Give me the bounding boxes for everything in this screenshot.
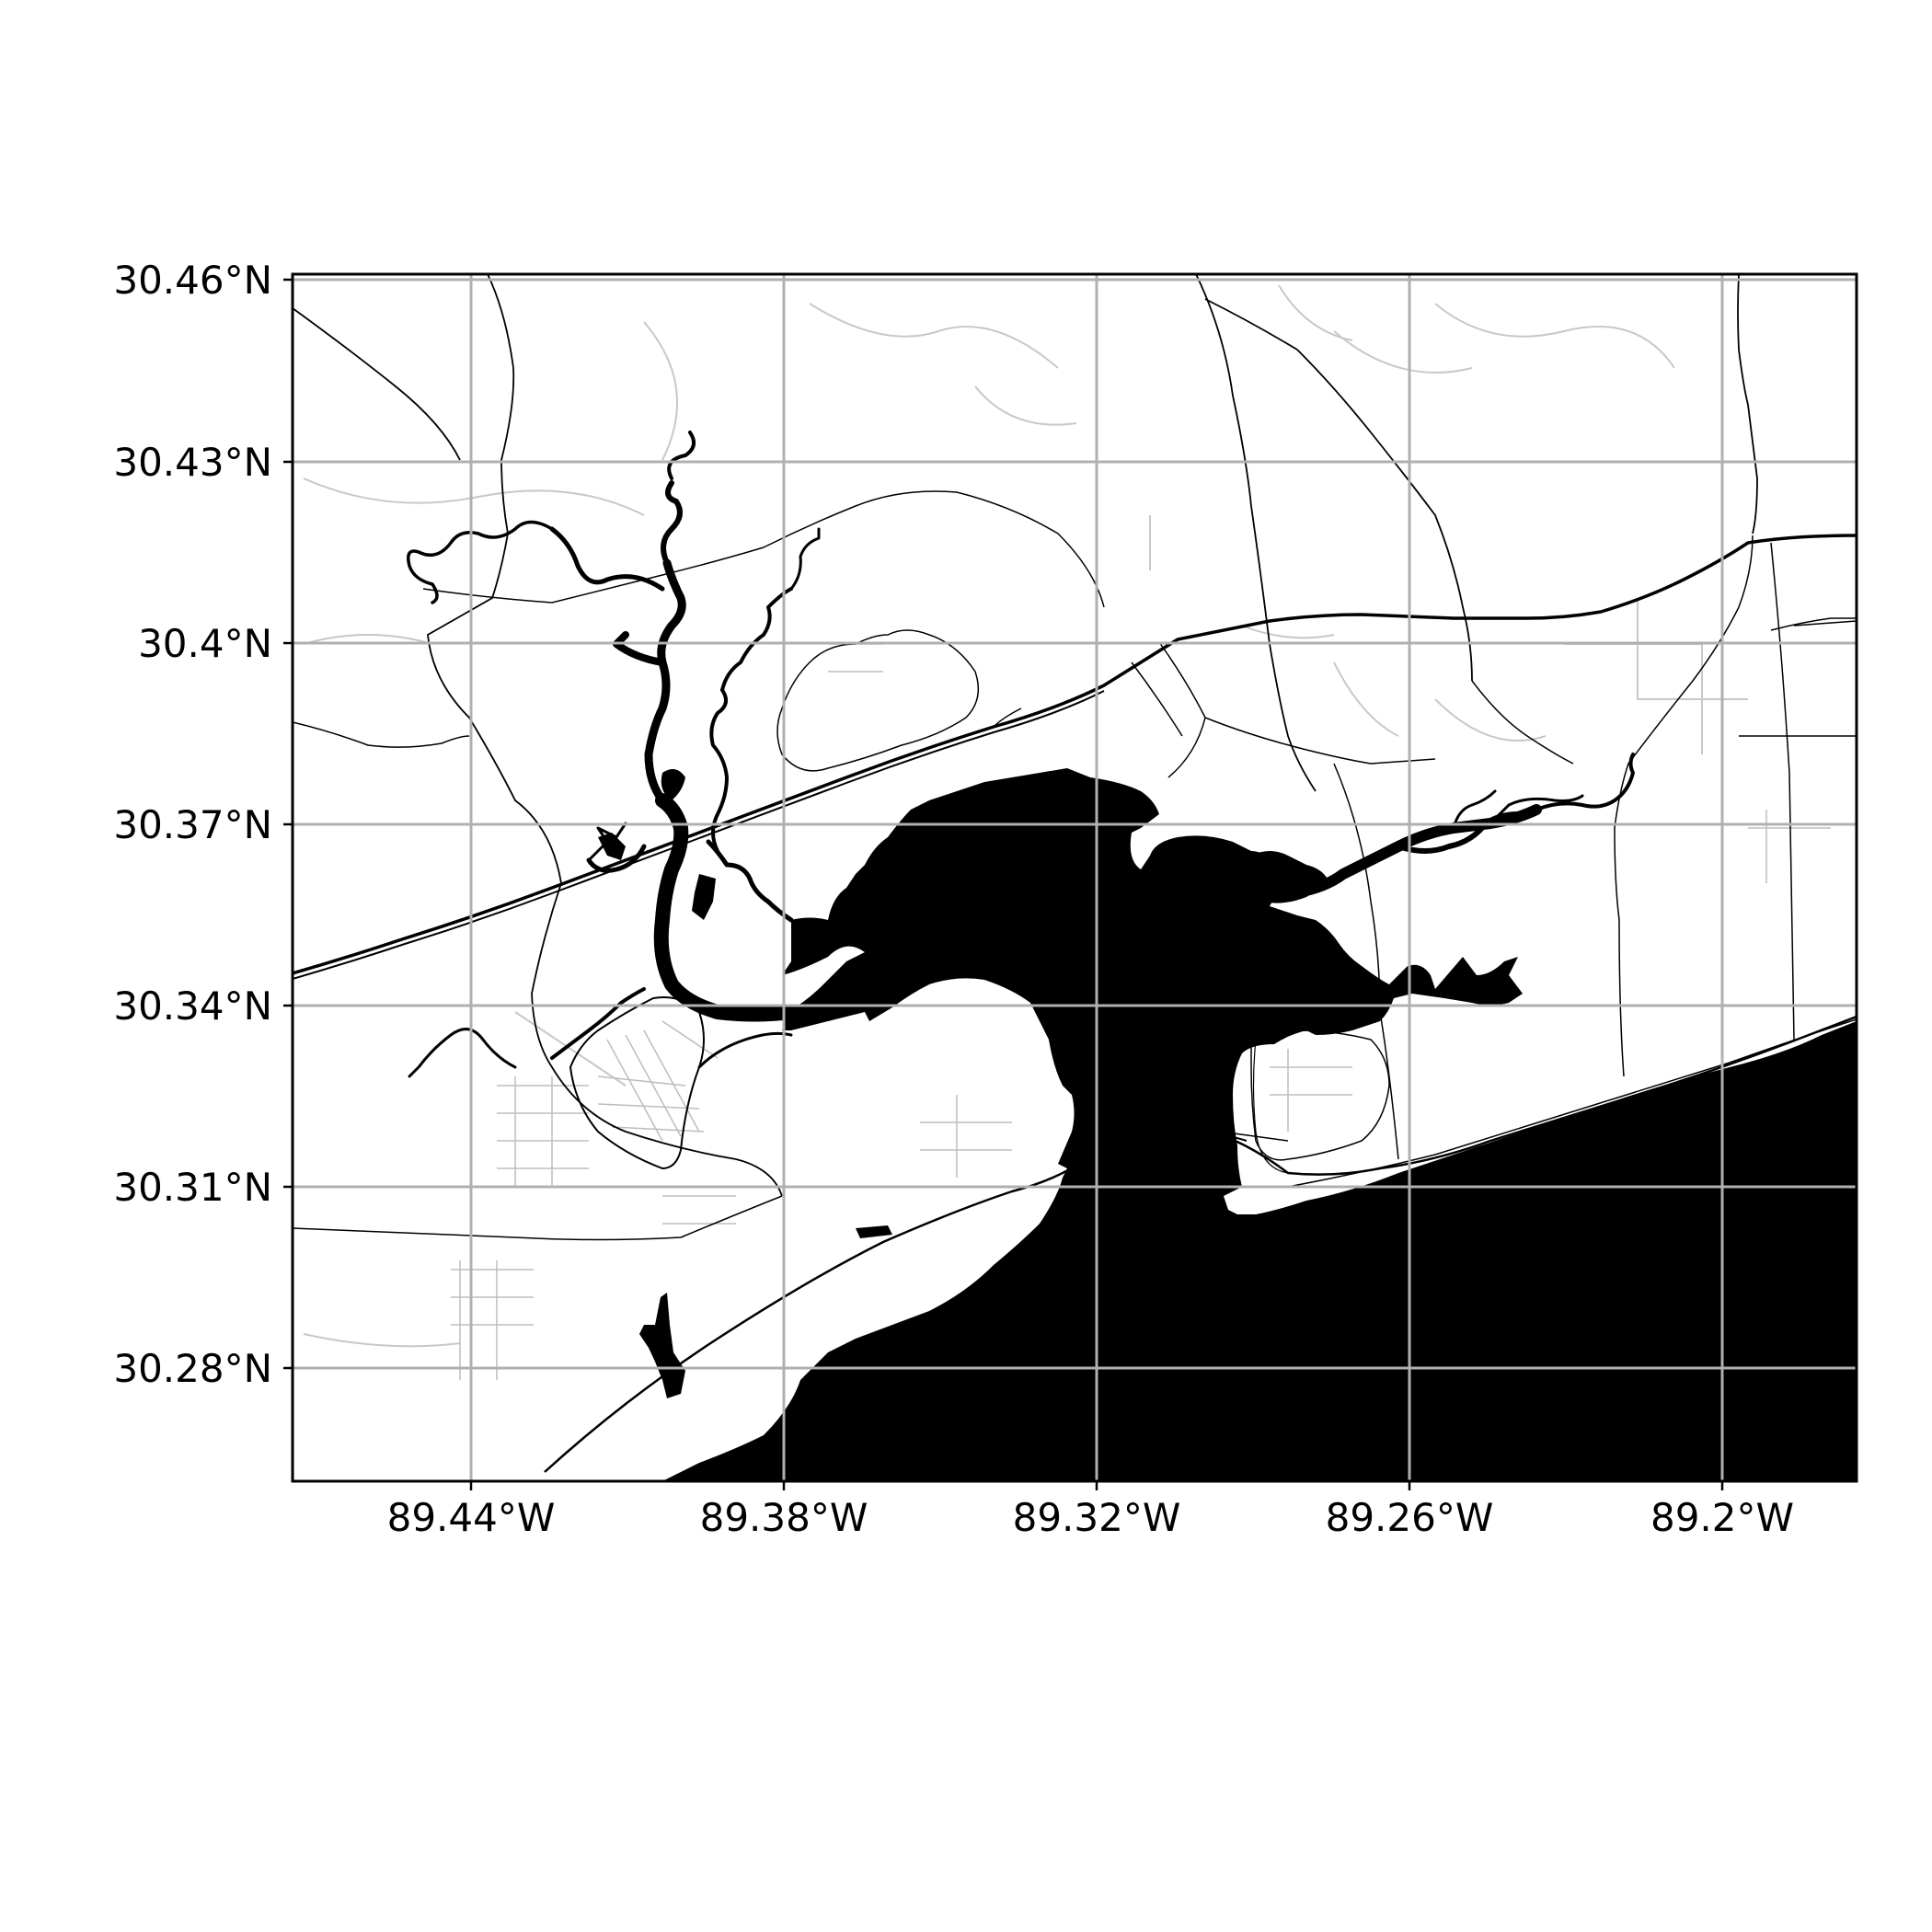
x-tick-label: 89.44°W xyxy=(387,1495,556,1540)
coastal-beach-road xyxy=(1287,1018,1857,1188)
diamondhead-loop xyxy=(776,629,980,772)
interstate-10 xyxy=(293,534,1857,975)
lake-south-small xyxy=(856,1225,892,1238)
x-tick-label: 89.2°W xyxy=(1650,1495,1794,1540)
y-tick-label: 30.43°N xyxy=(113,440,272,485)
bay-bridge xyxy=(1080,1117,1248,1142)
y-tick-label: 30.28°N xyxy=(113,1346,272,1391)
y-tick-label: 30.4°N xyxy=(138,621,272,666)
x-axis-tick-labels: 89.44°W 89.38°W 89.32°W 89.26°W 89.2°W xyxy=(387,1495,1794,1540)
x-tick-label: 89.26°W xyxy=(1326,1495,1494,1540)
residential-grid-diamondhead xyxy=(451,643,1831,1380)
x-tick-label: 89.32°W xyxy=(1013,1495,1181,1540)
north-bayous xyxy=(408,527,821,1078)
tick-marks xyxy=(283,278,1724,1490)
y-tick-label: 30.46°N xyxy=(113,258,272,303)
y-axis-tick-labels: 30.46°N 30.43°N 30.4°N 30.37°N 30.34°N 3… xyxy=(113,258,272,1391)
map-gridlines xyxy=(293,274,1857,1481)
y-tick-label: 30.37°N xyxy=(113,802,272,847)
map-content xyxy=(293,274,1857,1481)
lake-west-1 xyxy=(661,769,685,800)
bay-and-gulf-water xyxy=(662,768,1857,1481)
diamondhead-subdivision-loop xyxy=(569,996,705,1170)
lake-west-3 xyxy=(692,874,716,920)
y-tick-label: 30.31°N xyxy=(113,1165,272,1210)
jourdan-river xyxy=(407,431,799,1022)
pass-christian-subdivision xyxy=(1250,1029,1390,1161)
y-tick-label: 30.34°N xyxy=(113,983,272,1029)
lake-west-2 xyxy=(598,833,626,860)
map-frame xyxy=(291,272,1858,1483)
x-tick-label: 89.38°W xyxy=(700,1495,868,1540)
marsh-island-east xyxy=(1249,851,1329,903)
lake-southwest xyxy=(639,1293,685,1398)
